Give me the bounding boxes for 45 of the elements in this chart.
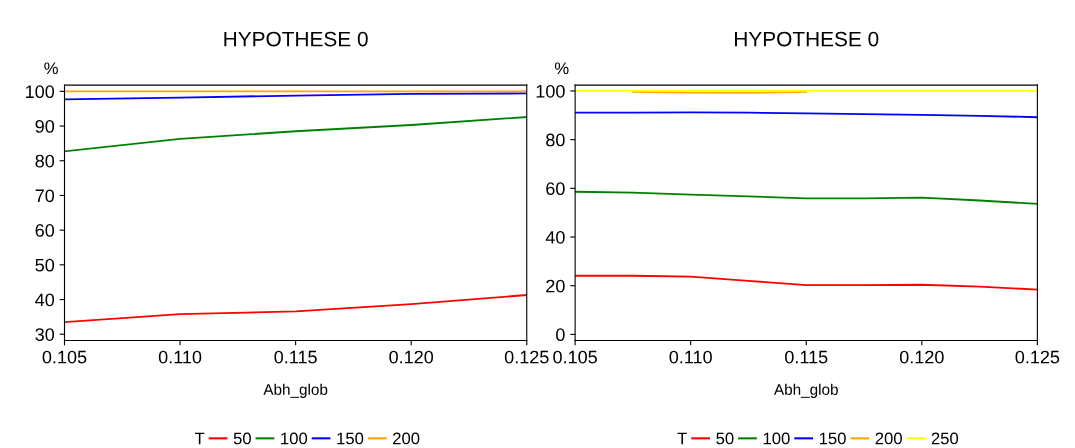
- y-axis-title: %: [44, 62, 58, 75]
- chart-title: HYPOTHESE 0: [224, 31, 368, 47]
- x-tick-label: 0.110: [158, 350, 202, 364]
- legend-label: 100: [281, 432, 308, 445]
- y-tick-label: 60: [546, 182, 565, 196]
- y-tick-label: 70: [35, 189, 55, 203]
- y-tick-label: 100: [26, 85, 55, 99]
- x-tick-label: 0.125: [504, 350, 549, 364]
- x-tick-label: 0.110: [669, 350, 712, 364]
- x-tick-label: 0.120: [389, 350, 434, 364]
- y-tick-label: 50: [35, 258, 55, 272]
- legend-label: 150: [819, 432, 846, 445]
- y-tick-label: 80: [546, 133, 565, 147]
- legend-label: 200: [393, 432, 420, 445]
- legend-label: 100: [763, 432, 790, 445]
- y-tick-label: 0: [556, 328, 565, 342]
- y-tick-label: 40: [35, 293, 55, 307]
- y-tick-label: 40: [545, 230, 565, 244]
- x-tick-label: 0.105: [42, 350, 87, 364]
- y-tick-label: 80: [35, 154, 55, 168]
- x-axis-title: Abh_glob: [263, 383, 328, 398]
- y-tick-label: 90: [35, 120, 55, 133]
- x-tick-label: 0.125: [1015, 350, 1060, 364]
- x-tick-label: 0.120: [899, 350, 944, 364]
- line-series: [64, 294, 527, 323]
- legend-label: 200: [875, 432, 902, 445]
- y-tick-label: 30: [35, 328, 55, 341]
- x-axis-title: Abh_glob: [774, 383, 838, 398]
- y-axis-title: %: [554, 62, 569, 75]
- line-series: [64, 116, 527, 153]
- x-tick-label: 0.105: [553, 350, 597, 364]
- y-tick-label: 60: [35, 224, 55, 237]
- legend-label: 50: [716, 432, 734, 445]
- chart-title: HYPOTHESE 0: [735, 31, 879, 47]
- legend-label: 50: [233, 432, 251, 445]
- y-tick-label: 100: [536, 84, 565, 98]
- legend-title: T: [194, 432, 205, 445]
- line-series: [575, 274, 1038, 291]
- legend-label: 150: [337, 432, 364, 445]
- line-series: [575, 190, 1038, 205]
- x-tick-label: 0.115: [274, 350, 317, 364]
- x-tick-label: 0.115: [785, 350, 828, 364]
- legend-title: T: [677, 432, 687, 445]
- legend-label: 250: [931, 432, 959, 445]
- y-tick-label: 20: [546, 279, 565, 293]
